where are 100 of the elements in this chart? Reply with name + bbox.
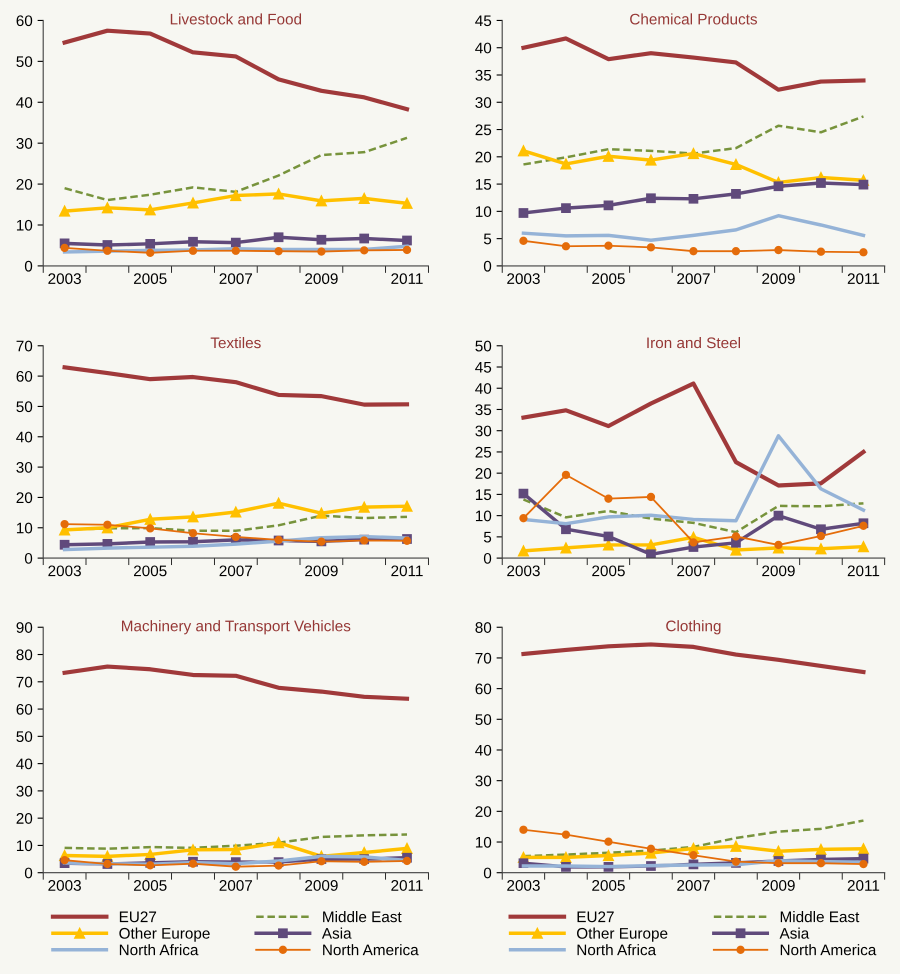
point [518,488,528,498]
point [689,247,698,256]
point [858,541,870,552]
x-tick-label: 2009 [305,565,338,576]
point [816,532,826,540]
point [232,532,240,542]
y-tick-label: 10 [476,206,492,218]
point [187,511,199,522]
point [401,842,413,854]
point [230,506,242,518]
chart-title: Machinery and Transport Vehicles [122,620,350,634]
y-tick-label: 70 [476,652,492,664]
y-tick-label: 20 [476,468,492,479]
point [144,514,156,525]
point [232,246,240,255]
y-tick-label: 20 [16,178,32,190]
point [816,178,826,188]
point [646,549,656,558]
y-tick-label: 30 [475,776,492,786]
x-tick-label: 2005 [592,273,625,284]
y-tick-label: 80 [16,649,32,660]
line-series [521,381,866,488]
point [230,844,242,856]
y-tick-label: 60 [16,704,32,715]
x-tick-label: 2003 [48,565,81,576]
y-tick-label: 50 [16,56,32,68]
y-tick-label: 50 [16,731,32,742]
point [401,500,413,512]
point [518,545,530,556]
y-tick-label: 45 [475,15,492,26]
y-tick-label: 30 [16,786,32,797]
x-tick-label: 2011 [391,565,423,576]
point [358,502,370,513]
legend-label: Middle East [780,911,860,922]
y-tick-label: 80 [475,622,492,633]
point [774,540,783,550]
y-tick-label: 10 [16,522,32,534]
x-tick-label: 2007 [677,565,710,576]
point [646,844,656,853]
x-tick-label: 2009 [762,880,795,891]
point [730,840,742,852]
x-tick-label: 2005 [134,565,167,576]
chart-title: Chemical Products [630,13,758,25]
y-tick-label: 50 [475,340,492,352]
x-tick-label: 2003 [48,880,81,891]
x-tick-label: 2011 [391,273,423,284]
y-tick-label: 20 [476,806,492,818]
point [317,857,326,866]
line-series [522,214,866,242]
point [816,859,826,868]
point [731,189,741,199]
point [815,543,827,554]
y-tick-label: 35 [475,70,492,81]
point [402,856,412,866]
y-tick-label: 30 [16,138,32,149]
point [602,850,614,862]
point [60,856,69,864]
x-tick-label: 2011 [848,880,880,891]
point [774,246,783,254]
y-tick-label: 5 [484,234,492,244]
point [772,846,784,857]
y-tick-label: 40 [16,97,32,108]
y-tick-label: 20 [16,813,32,824]
point [188,860,198,868]
y-tick-label: 10 [476,510,492,522]
point [401,198,413,209]
point [144,204,156,216]
y-tick-label: 60 [16,15,32,26]
legend-label: EU27 [120,911,156,922]
line-series [63,136,408,202]
point [358,192,370,204]
x-tick-label: 2003 [507,273,540,284]
y-tick-label: 70 [16,676,32,688]
y-tick-label: 40 [475,744,492,756]
y-tick-label: 35 [475,404,492,416]
legend-label: North America [323,944,419,956]
x-tick-label: 2011 [848,273,880,284]
point [859,522,868,530]
point [360,858,368,866]
y-tick-label: 0 [24,260,32,272]
y-tick-label: 20 [16,492,32,504]
point [604,532,614,542]
y-tick-label: 0 [484,260,492,272]
point [816,248,826,256]
point [60,244,69,252]
point [359,234,370,244]
x-tick-label: 2003 [48,273,81,284]
point [187,197,199,208]
y-tick-label: 60 [16,370,32,382]
y-tick-label: 5 [484,532,492,543]
x-tick-label: 2005 [134,880,167,891]
point [560,542,572,554]
x-tick-label: 2007 [677,880,710,891]
point [689,851,698,860]
point [561,203,571,213]
x-tick-label: 2003 [507,880,540,891]
chart-title: Livestock and Food [170,13,302,25]
x-tick-label: 2005 [592,880,625,891]
x-tick-label: 2009 [762,273,795,284]
legend-label: North America [780,944,876,956]
